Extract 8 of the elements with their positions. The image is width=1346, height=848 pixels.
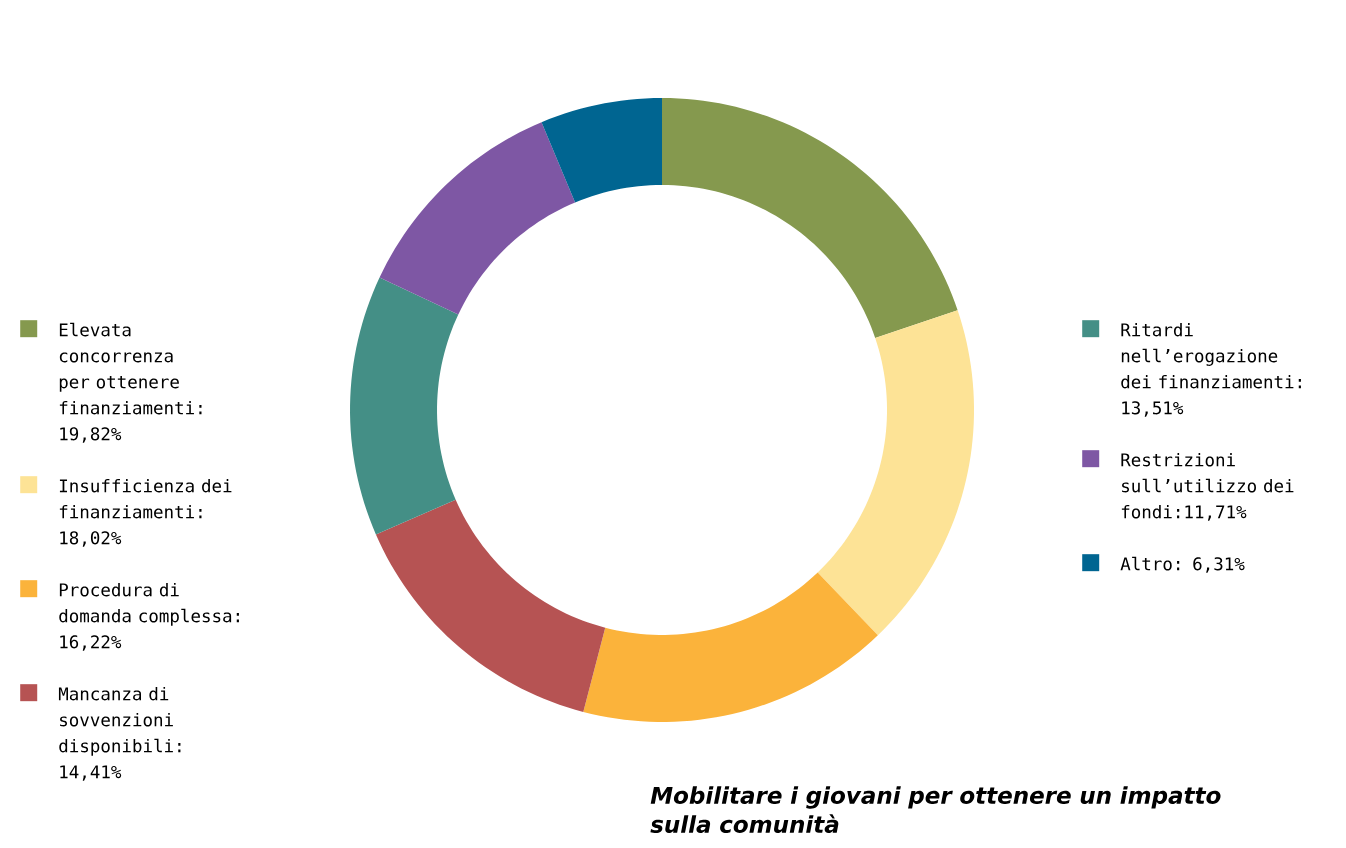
legend-label: Ritardi nell’erogazione dei finanziamenti: 13,51%: [1121, 322, 1301, 417]
legend-label: Elevata concorrenza per ottenere finanziamenti: 19,82%: [59, 322, 202, 443]
legend-label: Mancanza di sovvenzioni disponibili: 14,41%: [58, 686, 181, 781]
legend-label: Insufficienza dei finanziamenti: 18,02%: [59, 478, 232, 547]
text: Mobilitare i giovani per ottenere un impatto sulla comunità: [650, 786, 1221, 833]
legend-label: Procedura di domanda complessa: 16,22%: [59, 582, 239, 651]
legend-label: Altro: 6,31%: [1120, 556, 1245, 573]
legend-label: Restrizioni sull’utilizzo dei fondi:11,71%: [1121, 452, 1294, 521]
